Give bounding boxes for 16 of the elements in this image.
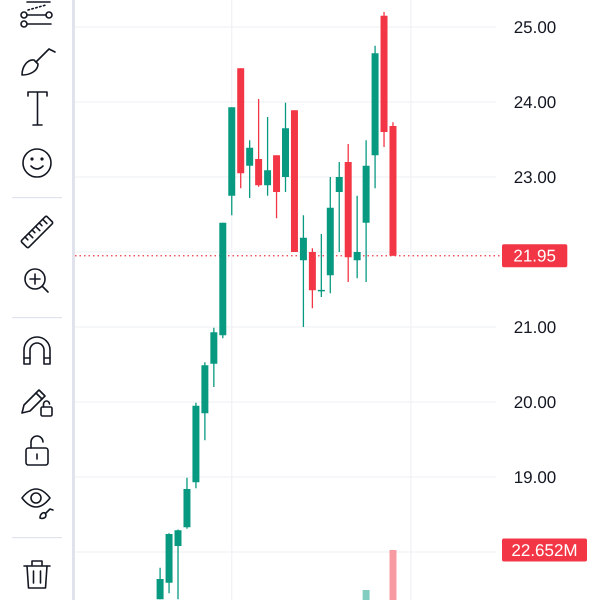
- candlestick: [354, 195, 361, 279]
- y-tick-label: 20.00: [514, 392, 556, 412]
- candlestick: [264, 116, 272, 196]
- candlestick: [246, 140, 254, 199]
- y-tick-label: 24.00: [514, 92, 556, 112]
- candlestick: [336, 161, 343, 253]
- text: 22.652M: [511, 540, 578, 560]
- candlestick: [300, 214, 307, 328]
- candlestick: [318, 233, 325, 298]
- candlestick: [156, 567, 164, 600]
- y-tick-label: 19.00: [514, 468, 556, 487]
- candlestick: [174, 528, 182, 600]
- y-tick-label: 21.00: [514, 318, 556, 337]
- y-tick-label: 25.00: [514, 18, 556, 37]
- ref-line-label: 21.95: [513, 246, 556, 266]
- y-tick-label: 23.00: [514, 168, 556, 187]
